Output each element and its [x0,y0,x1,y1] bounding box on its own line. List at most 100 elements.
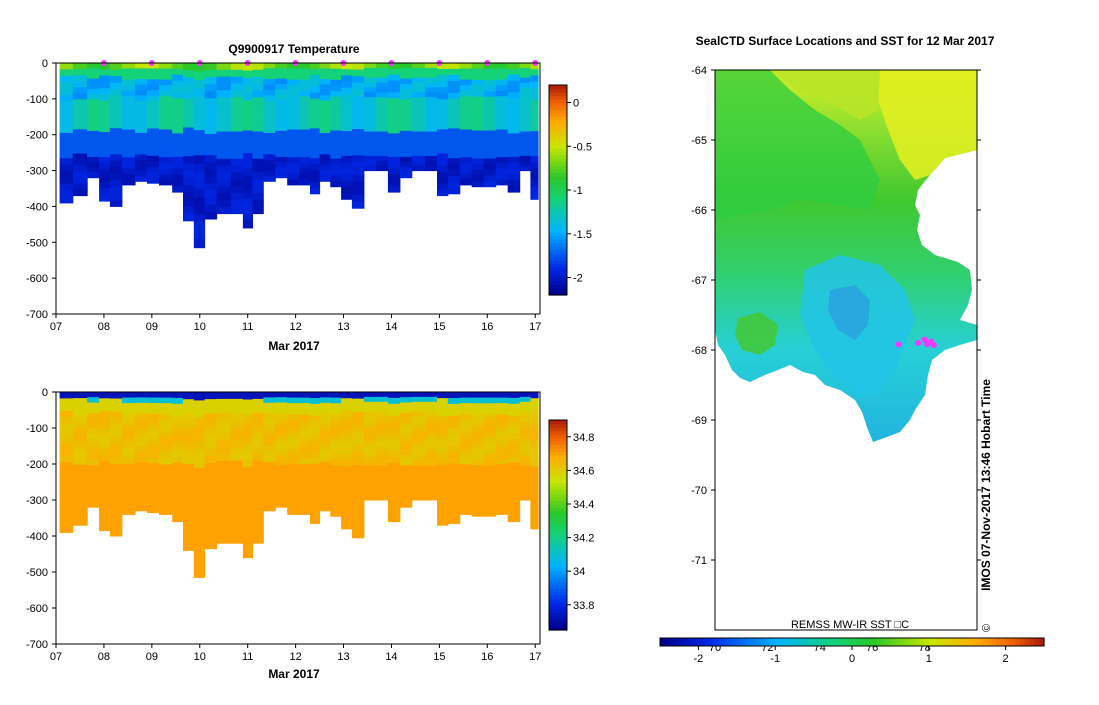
section-cell [147,155,160,162]
section-cell [319,143,331,150]
section-cell [287,135,300,141]
section-cell [330,499,342,506]
section-cell [193,459,206,469]
section-cell [72,458,88,466]
section-cell [399,109,413,116]
section-cell [172,468,184,475]
colorbar-segment [549,623,567,628]
section-cell [121,107,136,114]
section-cell [204,434,218,443]
section-cell [319,505,331,512]
section-cell [99,436,111,443]
section-cell [263,473,276,479]
colorbar-segment [741,638,747,646]
section-cell [507,98,521,105]
section-cell [59,449,74,457]
section-cell [375,392,389,398]
section-cell [147,161,160,168]
section-cell [375,102,389,108]
section-cell [459,458,473,465]
section-cell [172,86,184,93]
section-cell [471,403,485,410]
colorbar-segment [549,591,567,596]
section-cell [530,112,539,120]
section-cell [275,433,288,440]
section-cell [193,146,206,156]
section-cell [299,442,311,449]
colorbar-segment [722,638,728,646]
section-cell [363,411,377,417]
section-cell [193,408,206,418]
section-cell [252,165,264,173]
section-cell [159,436,173,443]
section-cell [172,127,184,134]
section-cell [99,144,111,152]
section-cell [109,457,123,465]
section-cell [425,436,438,442]
section-cell [109,160,123,168]
section-cell [530,180,539,188]
section-cell [204,477,218,485]
section-cell [72,141,88,148]
section-cell [147,501,160,508]
section-cell [471,124,485,131]
section-cell [411,480,426,486]
section-cell [252,63,264,71]
section-cell [399,475,413,482]
section-cell [299,124,311,130]
section-cell [299,68,311,75]
section-cell [341,106,353,114]
section-cell [437,452,449,460]
section-cell [216,392,232,400]
section-cell [495,481,509,488]
section-cell [363,131,377,137]
section-cell [216,63,232,71]
section-cell [216,536,232,544]
colorbar-segment [924,638,930,646]
section-cell [425,111,438,118]
colorbar-segment [933,638,939,646]
section-cell [387,98,401,105]
section-cell [519,455,531,462]
section-cell [351,504,365,512]
section-cell [437,422,449,429]
section-cell [459,79,473,86]
section-cell [204,133,218,142]
section-cell [193,501,206,511]
section-cell [507,468,521,475]
section-cell [483,68,497,75]
section-cell [375,465,389,471]
section-cell [299,458,311,465]
colorbar-segment [919,638,925,646]
section-cell [447,493,461,500]
section-cell [287,112,300,119]
colorbar-segment [549,116,567,121]
sst-green-band [715,70,880,220]
colorbar-segment [549,518,567,523]
colorbar-segment [549,455,567,460]
colorbar-segment [549,626,567,631]
section-cell [310,481,321,489]
section-cell [193,163,206,173]
section-cell [363,450,377,457]
colorbar-segment [549,420,567,425]
section-cell [375,82,389,88]
section-cell [447,187,461,195]
section-cell [495,475,509,482]
section-cell [519,63,531,69]
section-cell [172,92,184,99]
section-cell [183,392,195,400]
section-cell [330,181,342,188]
section-cell [319,89,331,96]
section-cell [147,452,160,459]
section-cell [459,173,473,180]
section-cell [252,405,264,414]
section-cell [172,80,184,87]
section-cell [363,82,377,88]
section-cell [425,450,438,457]
section-cell [341,174,353,182]
colorbar-segment [549,263,567,268]
section-cell [299,135,311,141]
section-cell [319,111,331,118]
section-cell [299,503,311,510]
